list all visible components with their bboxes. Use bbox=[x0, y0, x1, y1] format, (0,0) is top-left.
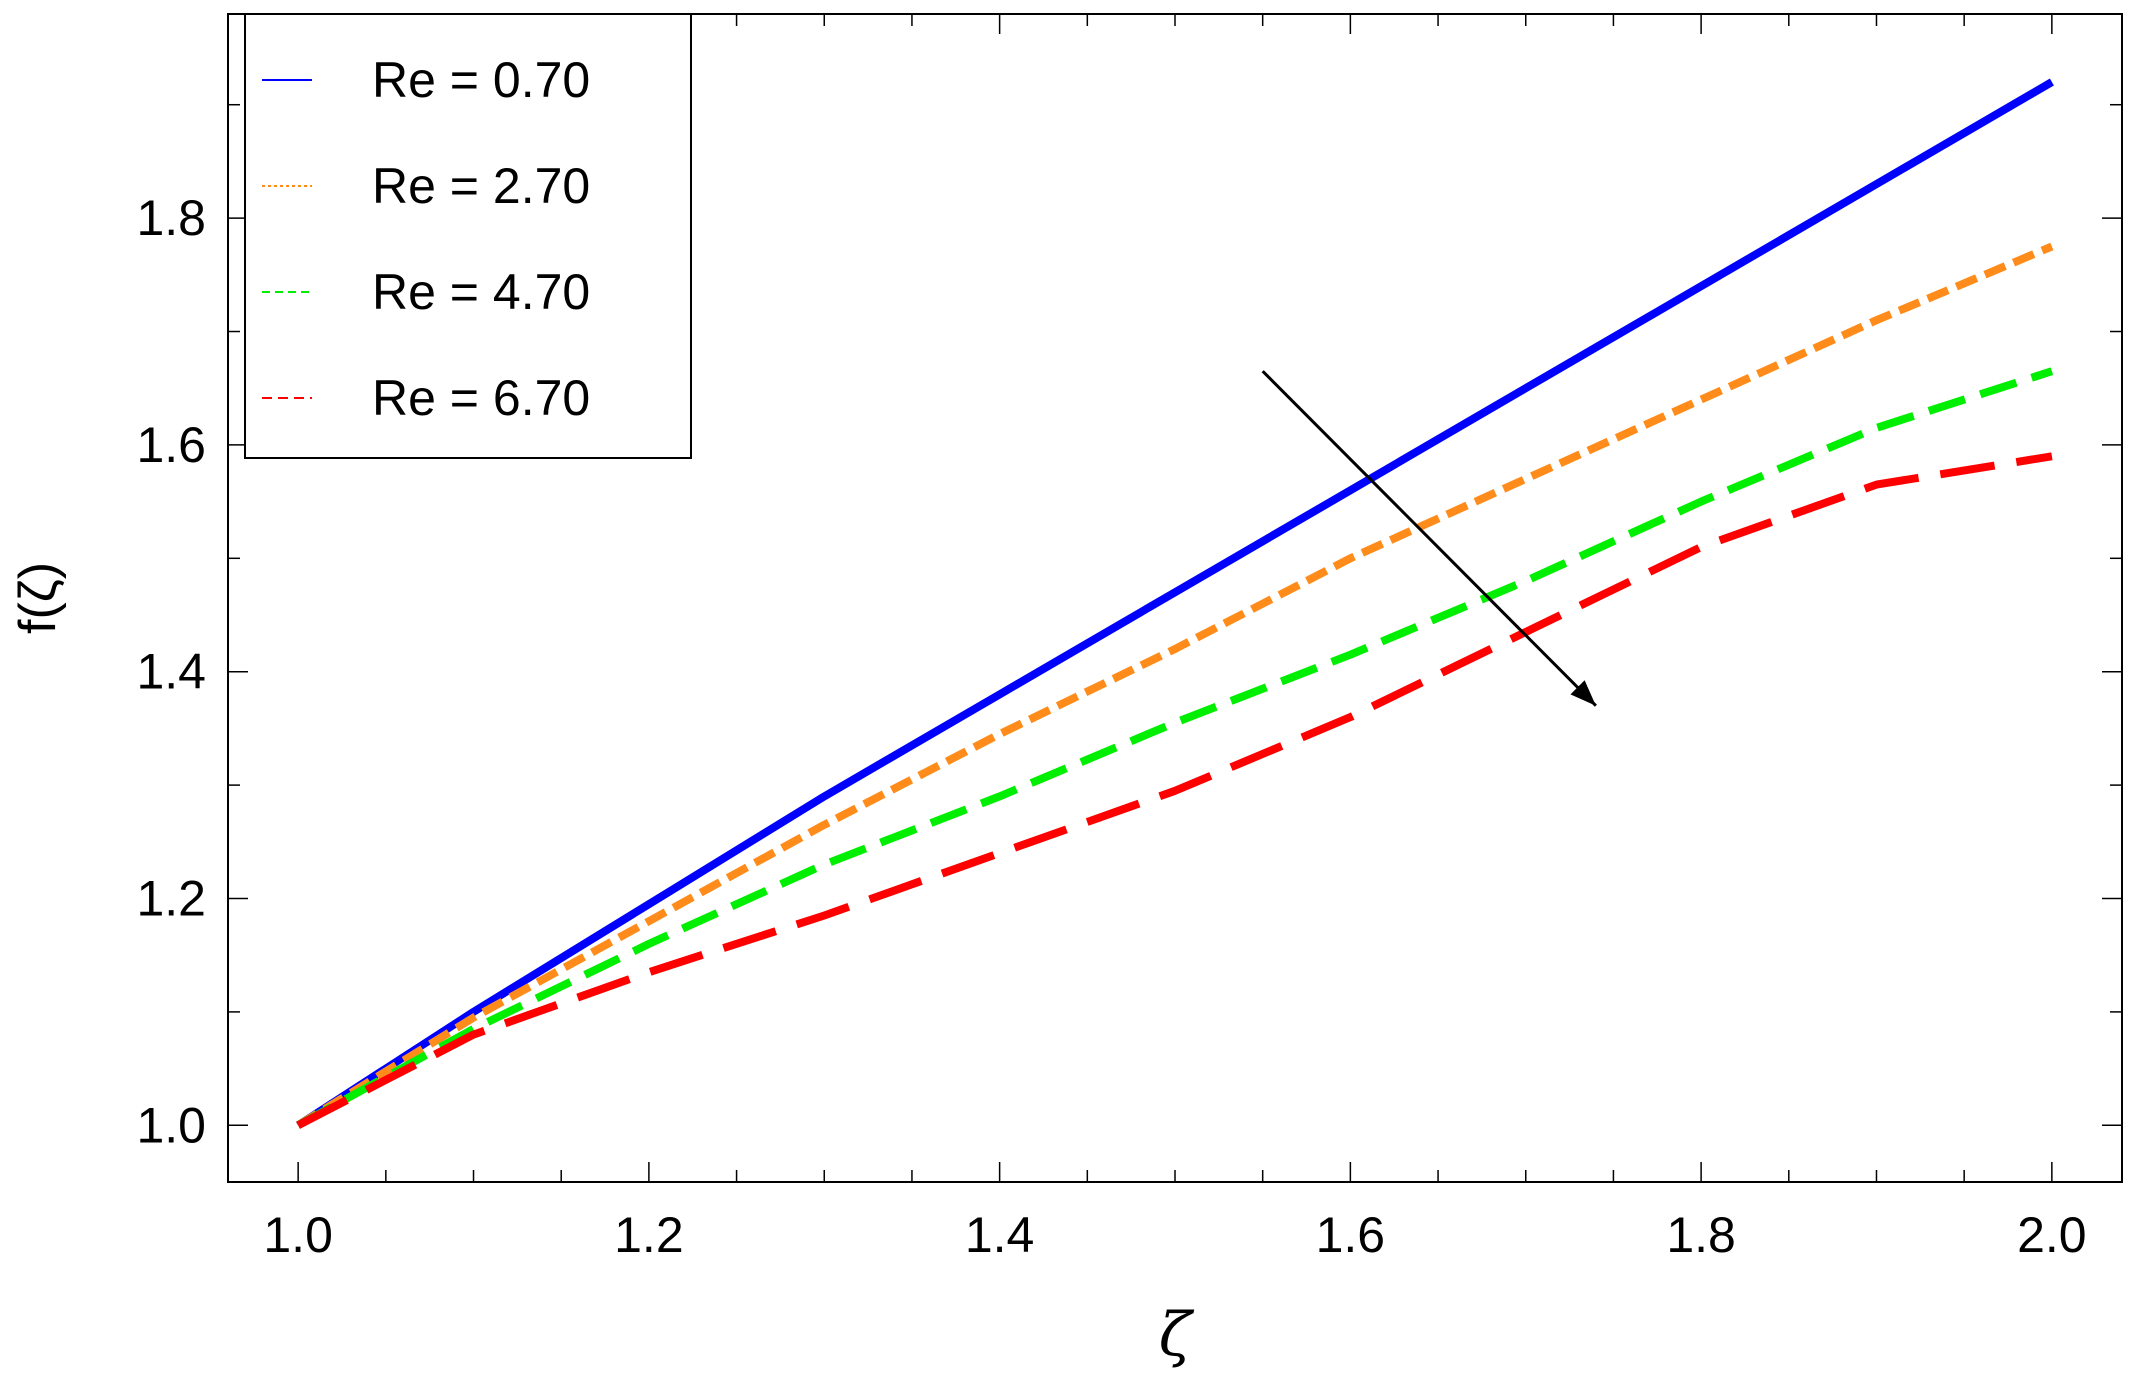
legend-label: Re = 6.70 bbox=[372, 370, 590, 426]
y-axis-label: f(ζ) bbox=[9, 562, 67, 634]
annotation-layer bbox=[1261, 370, 1597, 707]
series-line-3 bbox=[296, 367, 2054, 1129]
series-line-4 bbox=[296, 452, 2053, 1129]
trend-arrow-line bbox=[1261, 370, 1597, 707]
x-axis-label: ζ bbox=[1159, 1300, 1195, 1370]
x-tick-label: 1.6 bbox=[1316, 1207, 1386, 1263]
legend-label: Re = 0.70 bbox=[372, 52, 590, 108]
y-tick-label: 1.6 bbox=[136, 417, 206, 473]
series-line-2 bbox=[296, 242, 2054, 1129]
y-tick-label: 1.4 bbox=[136, 644, 206, 700]
x-tick-label: 1.8 bbox=[1666, 1207, 1736, 1263]
legend-label: Re = 2.70 bbox=[372, 158, 590, 214]
y-tick-label: 1.0 bbox=[136, 1097, 206, 1153]
legend-box bbox=[244, 13, 692, 459]
legend-label: Re = 4.70 bbox=[372, 264, 590, 320]
x-tick-label: 2.0 bbox=[2017, 1207, 2087, 1263]
legend: Re = 0.70 Re = 2.70 Re = 4.70 Re = 6.70 bbox=[244, 13, 692, 459]
y-tick-label: 1.8 bbox=[136, 190, 206, 246]
series-line-1 bbox=[295, 78, 2054, 1129]
series-layer bbox=[295, 78, 2054, 1129]
x-tick-label: 1.0 bbox=[263, 1207, 333, 1263]
x-tick-label: 1.2 bbox=[614, 1207, 684, 1263]
trend-arrow-head bbox=[1570, 680, 1596, 706]
x-tick-label: 1.4 bbox=[965, 1207, 1035, 1263]
axes-layer: 1.0 1.2 1.4 1.6 1.8 2.0 1.0 1.2 1.4 1.6 1.8 bbox=[136, 13, 2123, 1263]
y-tick-label: 1.2 bbox=[136, 871, 206, 927]
